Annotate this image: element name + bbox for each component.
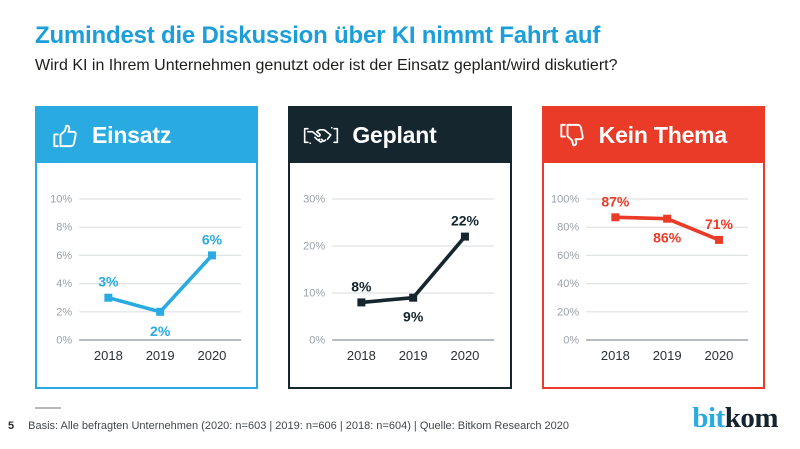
svg-text:2019: 2019	[146, 348, 175, 363]
svg-text:2018: 2018	[94, 348, 123, 363]
svg-text:0%: 0%	[310, 335, 326, 347]
line-chart-geplant: 0% 10% 20% 30% 8% 2018 9% 2019 22% 2020	[290, 163, 509, 387]
svg-text:4%: 4%	[56, 278, 72, 290]
svg-text:40%: 40%	[557, 278, 579, 290]
bitkom-logo: bitkom	[692, 402, 779, 435]
logo-part-bit: bit	[692, 402, 725, 434]
line-chart-svg: 0% 20% 40% 60% 80% 100% 87% 2018 86% 2019 71% 2020	[551, 193, 748, 363]
handshake-icon	[302, 124, 340, 147]
panel-header-geplant: Geplant	[290, 108, 510, 163]
footer-divider	[35, 407, 61, 409]
svg-text:8%: 8%	[352, 278, 373, 294]
svg-text:71%: 71%	[705, 216, 734, 232]
svg-text:3%: 3%	[98, 274, 119, 290]
svg-text:100%: 100%	[551, 194, 579, 206]
page-title: Zumindest die Diskussion über KI nimmt F…	[35, 22, 601, 49]
page-number: 5	[8, 420, 15, 432]
svg-text:2020: 2020	[198, 348, 227, 363]
line-chart-einsatz: 0% 2% 4% 6% 8% 10% 3% 2018 2% 2019 6% 2020	[37, 163, 256, 387]
panel-kein-thema: Kein Thema 0% 20% 40% 60% 80% 100% 87% 2018 86% 2…	[541, 106, 765, 389]
panel-header-einsatz: Einsatz	[37, 108, 257, 163]
svg-text:60%: 60%	[557, 250, 579, 262]
svg-text:86%: 86%	[653, 230, 682, 246]
panel-header-kein-thema: Kein Thema	[543, 108, 763, 163]
thumbs-up-icon	[49, 120, 80, 151]
footer: 5 Basis: Alle befragten Unternehmen (202…	[8, 420, 569, 432]
svg-text:2018: 2018	[347, 348, 376, 363]
panel-title: Einsatz	[92, 122, 172, 148]
panels-row: Einsatz 0% 2% 4% 6% 8% 10% 3% 2018 2% 2019 6% 2020 …	[35, 106, 765, 389]
svg-text:10%: 10%	[303, 288, 325, 300]
panel-title: Geplant	[352, 122, 437, 148]
svg-text:2020: 2020	[704, 348, 733, 363]
svg-text:20%: 20%	[303, 241, 325, 253]
svg-text:0%: 0%	[563, 335, 579, 347]
svg-text:87%: 87%	[601, 193, 630, 209]
svg-text:6%: 6%	[202, 231, 223, 247]
svg-text:2%: 2%	[56, 306, 72, 318]
svg-text:9%: 9%	[403, 309, 424, 325]
svg-text:6%: 6%	[56, 250, 72, 262]
svg-text:30%: 30%	[303, 194, 325, 206]
panel-einsatz: Einsatz 0% 2% 4% 6% 8% 10% 3% 2018 2% 2019 6% 2020	[35, 106, 259, 389]
svg-text:22%: 22%	[451, 213, 480, 229]
svg-text:8%: 8%	[56, 222, 72, 234]
svg-text:80%: 80%	[557, 222, 579, 234]
panel-geplant: Geplant 0% 10% 20% 30% 8% 2018 9% 2019 22% 2020	[288, 106, 512, 389]
svg-text:0%: 0%	[56, 335, 72, 347]
svg-text:20%: 20%	[557, 306, 579, 318]
svg-text:10%: 10%	[50, 194, 72, 206]
page-subtitle: Wird KI in Ihrem Unternehmen genutzt ode…	[35, 57, 618, 74]
svg-text:2%: 2%	[150, 323, 171, 339]
line-chart-kein-thema: 0% 20% 40% 60% 80% 100% 87% 2018 86% 2019 71% 2020	[544, 163, 763, 387]
footnote: Basis: Alle befragten Unternehmen (2020:…	[28, 420, 570, 432]
svg-text:2019: 2019	[399, 348, 428, 363]
svg-text:2018: 2018	[601, 348, 630, 363]
line-chart-svg: 0% 2% 4% 6% 8% 10% 3% 2018 2% 2019 6% 2020	[50, 194, 242, 363]
line-chart-svg: 0% 10% 20% 30% 8% 2018 9% 2019 22% 2020	[303, 194, 495, 363]
svg-text:2020: 2020	[451, 348, 480, 363]
panel-title: Kein Thema	[598, 122, 728, 148]
thumbs-down-icon	[556, 120, 587, 151]
svg-text:2019: 2019	[652, 348, 681, 363]
logo-part-kom: kom	[724, 402, 779, 434]
